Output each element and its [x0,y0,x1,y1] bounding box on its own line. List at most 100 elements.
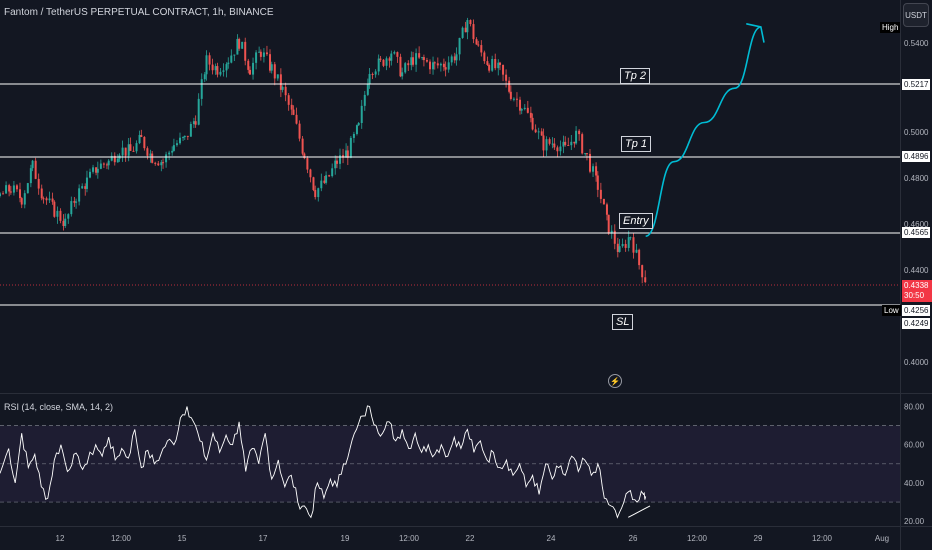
candle-body [29,168,32,184]
candle-body [508,80,511,92]
candle-body [265,52,268,55]
candle-body [523,107,526,110]
candle-body [436,63,439,66]
candle-body [287,95,290,105]
candle-body [401,72,404,77]
candle-body [439,63,442,66]
candle-body [186,135,189,137]
candle-body [301,138,304,154]
candle-body [121,147,124,156]
candle-body [219,71,222,75]
candle-body [81,186,84,189]
time-tick-label: 26 [629,534,638,543]
candle-body [605,204,608,215]
candle-body [573,141,576,144]
currency-button[interactable]: USDT [903,3,929,27]
candle-body [505,74,508,81]
candle-body [502,64,505,75]
candle-body [42,198,45,200]
candle-body [422,57,425,61]
candle-body [602,198,605,205]
candle-body [259,51,262,57]
candle-body [529,112,532,118]
candle-body [284,86,287,96]
candle-body [396,52,399,57]
candle-body [349,137,352,158]
level-label-tp2: Tp 2 [620,68,651,84]
candle-body [567,144,570,146]
candle-body [132,150,135,152]
candle-body [182,137,185,139]
candle-body [31,160,34,169]
level-label-tp1: Tp 1 [621,136,652,152]
candle-body [227,62,230,65]
flash-icon[interactable]: ⚡ [608,374,622,388]
candle-body [113,155,116,163]
candle-body [575,130,578,144]
candle-body [366,83,369,95]
low-label: Low [882,305,901,316]
candle-body [194,121,197,125]
rsi-line [0,405,647,519]
candle-body [129,144,132,151]
candle-body [2,193,5,195]
candle-body [200,79,203,99]
candle-body [140,135,143,137]
candle-body [472,24,475,40]
candle-body [135,143,138,152]
time-tick-label: 29 [754,534,763,543]
candle-body [211,64,214,71]
candle-body [12,185,15,193]
rsi-indicator-title[interactable]: RSI (14, close, SMA, 14, 2) [4,402,114,412]
price-tag-tp2: 0.5217 [902,79,931,90]
candle-body [292,109,295,115]
candle-body [99,163,102,169]
candle-body [483,52,486,62]
candle-body [192,121,195,124]
candle-body [262,52,265,57]
candle-body [453,56,456,61]
candle-body [149,153,152,156]
candle-body [8,185,11,192]
candle-body [59,210,62,221]
candle-body [171,150,174,153]
candle-body [596,175,599,190]
rsi-divergence-line [628,505,651,518]
candle-body [404,63,407,73]
candle-body [312,177,315,190]
candle-body [641,265,644,278]
candle-body [102,163,105,165]
candle-body [331,168,334,177]
price-tag-entry: 0.4565 [902,227,931,238]
candle-body [526,107,529,113]
candle-body [334,160,337,169]
candle-body [461,27,464,38]
candle-body [466,20,469,33]
candle-body [95,167,98,173]
price-tick-label: 0.5000 [904,128,929,137]
candle-body [624,243,627,248]
candle-body [377,58,380,72]
candle-body [494,58,497,69]
candle-body [45,198,48,201]
candle-body [407,63,410,66]
candle-body [281,86,284,90]
candle-body [595,166,598,176]
candle-body [444,67,447,70]
candle-body [488,64,491,71]
candle-body [270,64,273,71]
candle-body [53,201,56,217]
level-label-entry: Entry [619,213,653,229]
candle-body [371,73,374,75]
candle-body [233,54,236,56]
candle-body [9,191,12,193]
candle-body [442,63,445,68]
candle-body [346,150,349,158]
candle-body [512,98,515,100]
projection-curve [645,26,762,237]
price-tick-label: 0.5400 [904,39,929,48]
candle-body [592,166,595,172]
candle-body [303,153,306,159]
candle-body [15,185,18,190]
